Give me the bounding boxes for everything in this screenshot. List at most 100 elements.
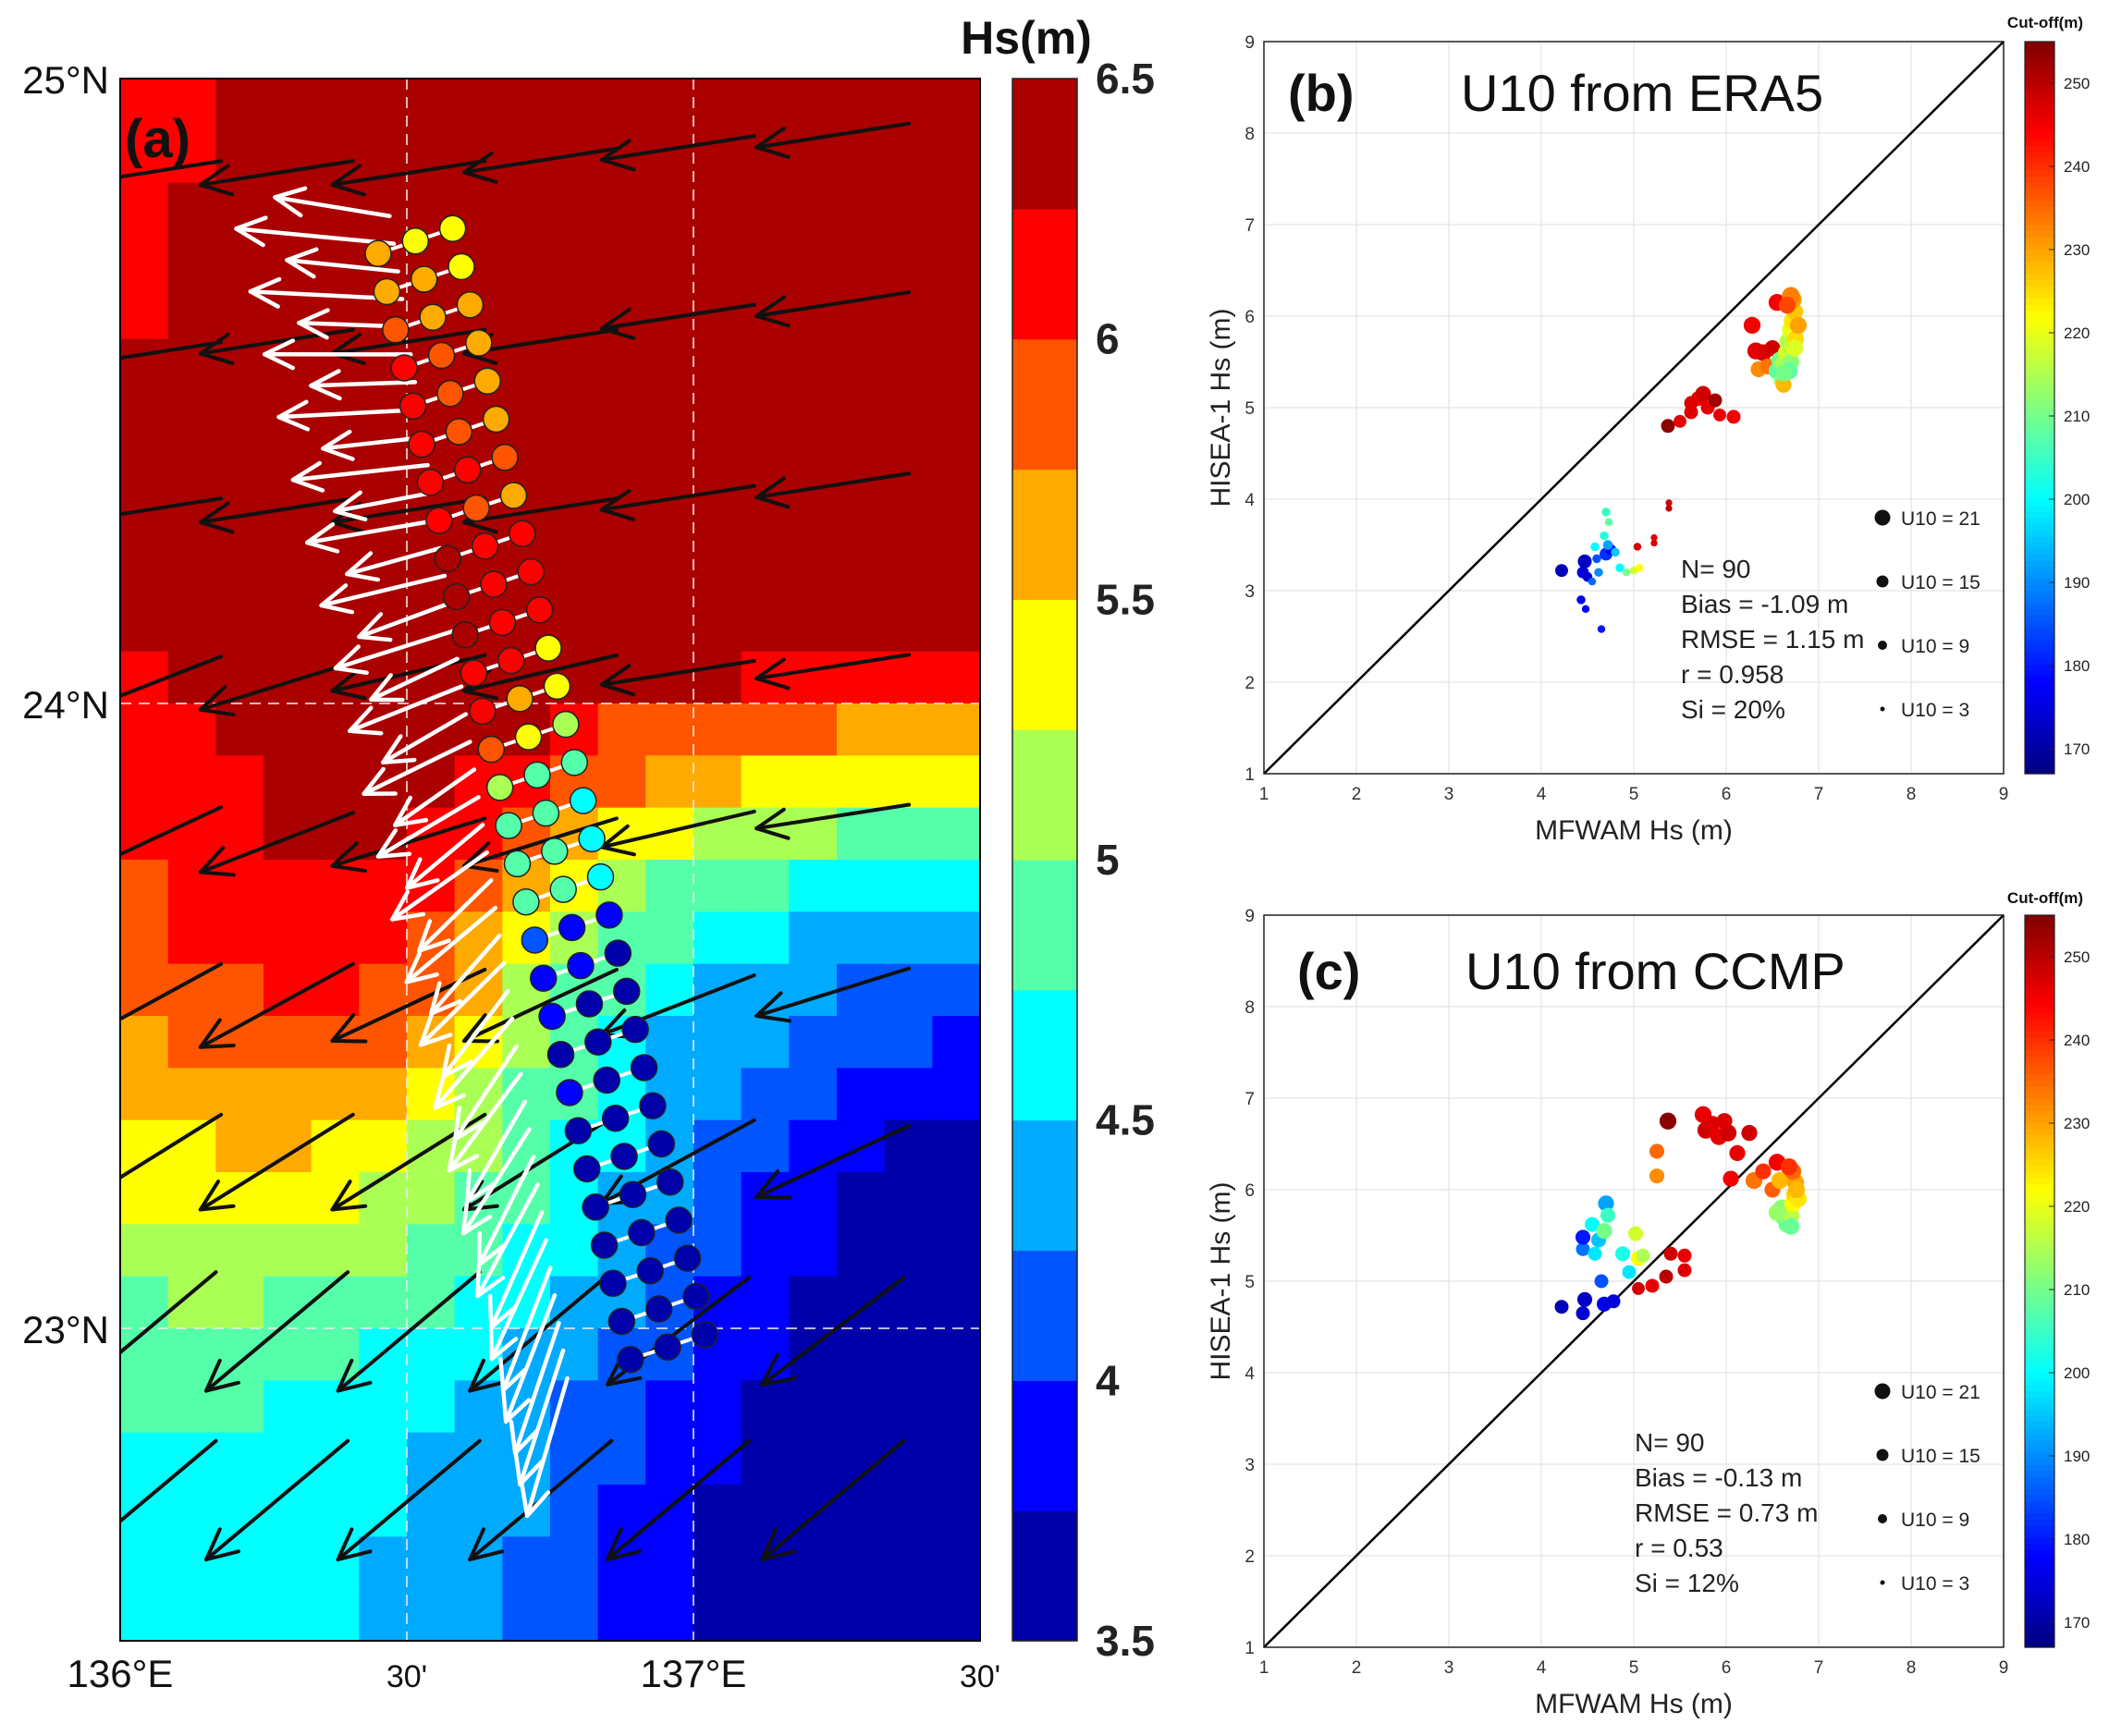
hs-cell	[550, 1485, 599, 1538]
scatter-c-size-legend: U10 = 21 U10 = 15 U10 = 9 U10 = 3	[1874, 1382, 1980, 1595]
hs-cell	[120, 1328, 169, 1382]
hs-cell	[932, 1432, 980, 1485]
b-colorbar-band	[2025, 145, 2054, 153]
b-colorbar-band	[2025, 645, 2054, 653]
sar-point	[673, 1244, 702, 1272]
hs-cell	[932, 1119, 980, 1173]
hs-cell	[789, 1016, 838, 1070]
c-point	[1729, 1144, 1746, 1161]
sar-point	[477, 735, 506, 764]
b-point	[1594, 568, 1603, 577]
swell-arrow	[309, 369, 418, 401]
c-colorbar-band	[2025, 1409, 2054, 1416]
b-colorbar-band	[2025, 462, 2054, 470]
hs-cell	[837, 755, 886, 809]
wind-arrow	[462, 967, 619, 1044]
scatter-b-colorbar	[2024, 41, 2055, 775]
c-colorbar-band	[2025, 1256, 2054, 1264]
hs-cell	[215, 1380, 264, 1434]
map-lon-tick-label: 136°E	[67, 1652, 174, 1695]
hs-cell	[407, 1588, 456, 1641]
hs-cell	[884, 651, 934, 704]
b-colorbar-band	[2025, 603, 2054, 610]
c-y-tick-label: 9	[1245, 907, 1255, 926]
hs-cell	[120, 495, 169, 548]
b-point	[1597, 625, 1606, 633]
b-colorbar-tick-label: 230	[2064, 241, 2090, 259]
sar-point	[639, 1092, 667, 1119]
swell-arrow	[333, 629, 456, 676]
sar-point	[416, 469, 445, 496]
c-colorbar-band	[2025, 933, 2054, 940]
b-colorbar-band	[2025, 713, 2054, 720]
hs-cell	[693, 1432, 742, 1485]
map-lon-tick-label: 30'	[960, 1659, 1000, 1694]
b-colorbar-band	[2025, 255, 2054, 263]
c-point	[1575, 1229, 1591, 1245]
hs-colorbar-band	[1012, 1119, 1077, 1252]
hs-cell	[884, 911, 934, 965]
sar-point	[619, 1180, 647, 1208]
b-point	[1581, 605, 1590, 613]
b-colorbar-band	[2025, 554, 2054, 561]
sar-point	[552, 710, 580, 739]
scatter-b-title: U10 from ERA5	[1461, 64, 1823, 122]
hs-cell	[167, 182, 217, 236]
hs-cell	[215, 1224, 264, 1278]
scatter-b-ylabel: HISEA-1 Hs (m)	[1206, 308, 1236, 507]
hs-cell	[120, 703, 169, 757]
hs-cell	[884, 1432, 934, 1485]
sar-point	[427, 341, 456, 370]
scatter-b-colorbar-ticks: 170 180 190 200 210 220 230 240 250	[2049, 75, 2090, 758]
hs-cell	[884, 1485, 934, 1538]
hs-cell	[407, 130, 456, 184]
b-colorbar-band	[2025, 444, 2054, 451]
wind-arrow	[599, 134, 756, 172]
sar-point	[541, 837, 569, 865]
sar-point	[448, 252, 475, 281]
c-colorbar-band	[2025, 1183, 2054, 1191]
b-colorbar-band	[2025, 408, 2054, 415]
b-point	[1650, 533, 1658, 542]
hs-cell	[789, 182, 838, 236]
hs-cell	[311, 1536, 361, 1590]
scatter-c-stats: N= 90 Bias = -0.13 m RMSE = 0.73 m r = 0.53…	[1635, 1428, 1818, 1597]
hs-cell	[597, 235, 647, 288]
c-point	[1627, 1226, 1644, 1241]
hs-cell	[215, 547, 264, 601]
hs-cell	[359, 1536, 408, 1590]
wind-arrow	[198, 961, 355, 1049]
hs-cell	[264, 443, 313, 496]
swell-arrow	[276, 399, 422, 432]
hs-colorbar-tick-label: 4.5	[1096, 1096, 1155, 1144]
b-colorbar-band	[2025, 230, 2054, 238]
sar-point	[584, 1028, 612, 1056]
c-colorbar-band	[2025, 1415, 2054, 1423]
hs-cell	[837, 1380, 886, 1434]
hs-cell	[837, 130, 886, 184]
hs-cell	[693, 547, 742, 601]
hs-cell	[741, 547, 791, 601]
hs-cell	[407, 1432, 456, 1485]
hs-cell	[120, 1536, 169, 1590]
hs-cell	[502, 130, 551, 184]
hs-cell	[837, 443, 886, 496]
c-colorbar-band	[2025, 1482, 2054, 1489]
b-colorbar-band	[2025, 54, 2054, 61]
hs-cell	[502, 182, 551, 236]
c-point	[1677, 1263, 1692, 1278]
wind-arrows	[120, 121, 912, 1562]
hs-cell	[359, 1588, 408, 1641]
hs-cell	[407, 1380, 456, 1434]
b-colorbar-band	[2025, 652, 2054, 659]
hs-cell	[215, 1588, 264, 1641]
hs-cell	[264, 860, 313, 913]
hs-cell	[837, 338, 886, 392]
b-colorbar-band	[2025, 225, 2054, 232]
hs-cell	[454, 1588, 504, 1641]
swell-arrow	[418, 960, 507, 1047]
swell-arrow	[290, 460, 430, 493]
hs-cell	[741, 338, 791, 392]
hs-cell	[407, 1536, 456, 1590]
